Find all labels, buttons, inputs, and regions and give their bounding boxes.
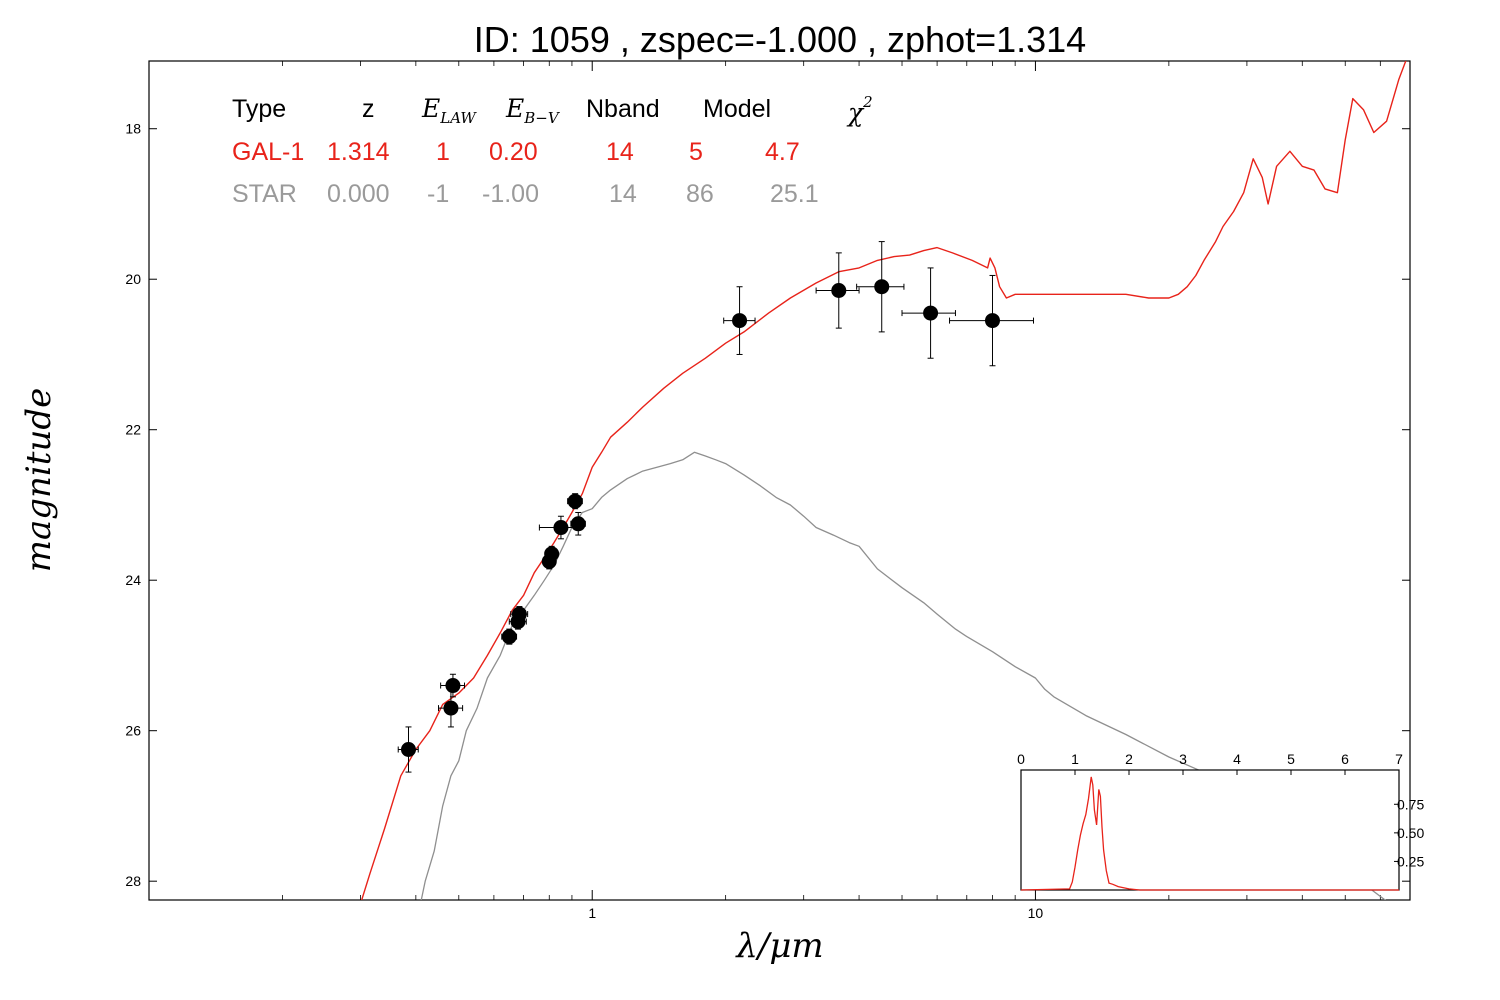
row-gal-model: 5: [689, 138, 703, 166]
inset-x-tick-label: 0: [1017, 751, 1025, 767]
header-ebv-sub: B−V: [523, 109, 561, 127]
y-tick-label: 26: [125, 723, 141, 739]
x-tick-label: 1: [588, 905, 596, 921]
header-chi2-main: χ: [846, 98, 865, 127]
row-gal-chi2: 4.7: [765, 138, 800, 166]
row-star-chi2: 25.1: [770, 180, 819, 208]
photometry-point: [567, 493, 583, 510]
photometry-point: [856, 241, 905, 333]
row-gal-elaw: 1: [436, 138, 450, 166]
inset-y-tick-label: 0.25: [1397, 853, 1424, 869]
inset-x-tick-label: 2: [1125, 751, 1133, 767]
header-nband: Nband: [586, 95, 660, 123]
photometry-marker: [732, 313, 748, 329]
plot-frame: [148, 60, 1411, 901]
row-star-z: 0.000: [327, 180, 390, 208]
inset-y-tick-label: 0.50: [1397, 825, 1424, 841]
inset-x-tick-label: 6: [1341, 751, 1349, 767]
y-tick-label: 18: [125, 121, 141, 137]
photometry-point: [544, 545, 560, 562]
photometry-points: [397, 241, 1035, 773]
row-star-elaw: -1: [427, 180, 449, 208]
table-row-star: STAR 0.000 -1 -1.00 14 86 25.1: [232, 180, 819, 208]
table-row-galaxy: GAL-1 1.314 1 0.20 14 5 4.7: [232, 138, 800, 166]
photometry-marker: [570, 516, 586, 532]
photometry-marker: [544, 546, 560, 562]
photometry-marker: [501, 629, 517, 645]
header-ebv: EB−V: [505, 94, 561, 127]
photometry-marker: [984, 313, 1000, 329]
row-gal-z: 1.314: [327, 138, 390, 166]
photometry-point: [501, 628, 518, 645]
row-gal-nband: 14: [606, 138, 634, 166]
x-axis-ticks: 1 10: [588, 61, 1043, 921]
header-chi2: χ2: [846, 93, 873, 127]
row-star-model: 86: [686, 180, 714, 208]
inset-x-tick-label: 5: [1287, 751, 1295, 767]
photometry-point: [570, 511, 586, 536]
photometry-marker: [553, 520, 569, 536]
y-tick-label: 20: [125, 271, 141, 287]
photometry-point: [901, 267, 956, 359]
photometry-marker: [923, 305, 939, 321]
header-ebv-main: E: [505, 94, 524, 123]
y-axis-label: magnitude: [19, 388, 59, 573]
minor-ticks: [282, 61, 1381, 900]
inset-ticks: 0 1 2 3 4 5 6 7 0.25 0.50 0.75: [1017, 751, 1424, 869]
inset-x-tick-label: 4: [1233, 751, 1241, 767]
y-tick-label: 28: [125, 873, 141, 889]
inset-x-tick-label: 7: [1395, 751, 1403, 767]
photometry-point: [815, 252, 860, 329]
photometry-marker: [445, 678, 461, 694]
header-elaw-main: E: [421, 94, 440, 123]
row-star-nband: 14: [609, 180, 637, 208]
row-star-ebv: -1.00: [482, 180, 539, 208]
header-elaw-sub: LAW: [439, 109, 477, 127]
y-tick-label: 22: [125, 422, 141, 438]
x-axis-label: λ/μm: [734, 926, 823, 966]
header-chi2-sup: 2: [862, 93, 873, 111]
y-tick-label: 24: [125, 572, 141, 588]
photometry-point: [397, 726, 419, 773]
row-gal-type: GAL-1: [232, 138, 304, 166]
photometry-point: [508, 613, 527, 630]
row-gal-ebv: 0.20: [489, 138, 538, 166]
photometry-point: [538, 515, 581, 540]
header-type: Type: [232, 95, 286, 123]
photometry-marker: [567, 493, 583, 509]
row-star-type: STAR: [232, 180, 297, 208]
inset-x-tick-label: 1: [1071, 751, 1079, 767]
photometry-marker: [510, 614, 526, 630]
header-model: Model: [703, 95, 771, 123]
inset-series: [1020, 776, 1399, 891]
photometry-point: [440, 673, 465, 698]
inset-x-tick-label: 3: [1179, 751, 1187, 767]
photometry-marker: [443, 700, 459, 716]
photometry-point: [723, 286, 756, 355]
inset-y-tick-label: 0.75: [1397, 796, 1424, 812]
photometry-point: [438, 688, 464, 728]
photometry-marker: [400, 742, 416, 758]
photometry-marker: [831, 283, 847, 299]
header-z: z: [362, 95, 375, 123]
x-tick-label: 10: [1028, 905, 1044, 921]
chart-title: ID: 1059 , zspec=-1.000 , zphot=1.314: [474, 19, 1086, 60]
redshift-pdf-inset: 0 1 2 3 4 5 6 7 0.25 0.50 0.75: [1017, 751, 1424, 891]
header-elaw: ELAW: [421, 94, 477, 127]
inset-frame: [1020, 769, 1400, 891]
photometry-marker: [874, 279, 890, 295]
photometry-point: [949, 274, 1035, 367]
fit-summary-table: Type z ELAW EB−V Nband Model χ2 GAL-1 1.…: [232, 93, 873, 208]
redshift-pdf-line: [1020, 776, 1399, 891]
galaxy-template-line: [360, 61, 1407, 900]
